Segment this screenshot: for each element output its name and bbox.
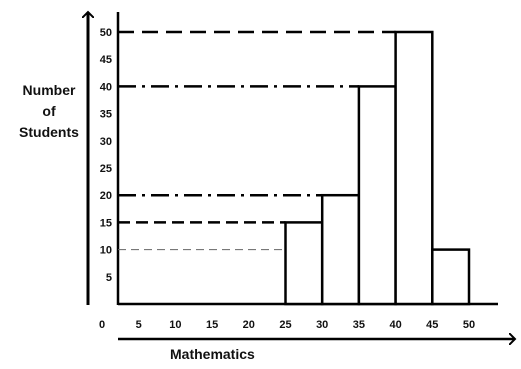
- x-tick-0: 0: [99, 319, 105, 331]
- x-tick-5: 5: [136, 319, 142, 331]
- y-axis-label: Number of Students: [8, 80, 90, 143]
- x-tick-45: 45: [426, 319, 438, 331]
- bar-30-35: [320, 193, 361, 306]
- y-tick-40: 40: [100, 81, 112, 93]
- bar-35-40: [357, 85, 397, 306]
- y-tick-10: 10: [100, 245, 112, 257]
- x-tick-40: 40: [389, 319, 401, 331]
- bar-45-50: [431, 248, 471, 306]
- x-tick-20: 20: [243, 319, 255, 331]
- bar-25-30: [284, 221, 324, 306]
- reference-lines: [118, 30, 433, 251]
- bars: [284, 30, 471, 306]
- x-tick-15: 15: [206, 319, 218, 331]
- y-tick-35: 35: [100, 109, 112, 121]
- y-axis-label-line-2: of: [42, 103, 56, 119]
- y-axis-label-line-1: Number: [22, 82, 76, 98]
- x-tick-25: 25: [279, 319, 291, 331]
- x-axis-label: Mathematics: [170, 346, 255, 362]
- y-tick-5: 5: [106, 272, 112, 284]
- y-tick-45: 45: [100, 54, 112, 66]
- y-tick-15: 15: [100, 217, 112, 229]
- x-tick-10: 10: [169, 319, 181, 331]
- x-tick-30: 30: [316, 319, 328, 331]
- y-tick-50: 50: [100, 27, 112, 39]
- x-tick-labels: 0 5 10 15 20 25 30 35 40 45 50: [99, 319, 475, 331]
- y-tick-20: 20: [100, 190, 112, 202]
- y-tick-labels: 5 10 15 20 25 30 35 40 45 50: [100, 27, 112, 284]
- y-tick-30: 30: [100, 136, 112, 148]
- y-tick-25: 25: [100, 163, 112, 175]
- y-axis-label-line-3: Students: [19, 124, 79, 140]
- x-tick-35: 35: [353, 319, 365, 331]
- x-tick-50: 50: [463, 319, 475, 331]
- bar-40-45: [394, 30, 434, 306]
